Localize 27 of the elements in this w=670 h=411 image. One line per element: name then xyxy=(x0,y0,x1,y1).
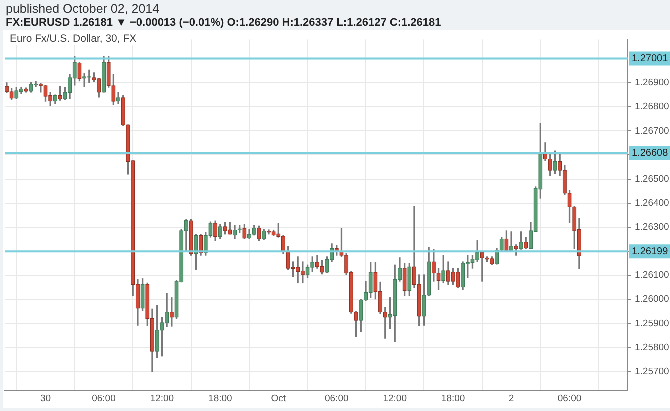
y-tick-label: 1.25900 xyxy=(635,318,670,330)
y-tick-label: 1.26700 xyxy=(635,126,670,137)
y-tick-label: 1.26300 xyxy=(635,222,670,234)
y-tick-label: 1.26500 xyxy=(635,174,670,185)
x-tick-label: Oct xyxy=(271,393,286,404)
y-tick-label: 1.26900 xyxy=(635,78,670,89)
text: published October 02, 2014 xyxy=(6,2,160,16)
x-tick-label: 18:00 xyxy=(441,393,466,404)
x-tick-label: 06:00 xyxy=(558,393,582,404)
x-tick-label: 06:00 xyxy=(324,393,349,404)
ref-line-label: 1.27001 xyxy=(632,53,669,64)
x-tick-label: 12:00 xyxy=(150,393,174,404)
x-tick-label: 06:00 xyxy=(92,393,116,404)
chart-subtitle: FX:EURUSD 1.26181 ▼ −0.00013 (−0.01%) O:1.26290 H:1.26337 L:1.26127 C:1.26181 xyxy=(6,17,442,29)
x-tick-label: 18:00 xyxy=(208,393,232,404)
x-tick-label: 30 xyxy=(40,393,52,404)
y-tick-label: 1.26100 xyxy=(635,270,670,282)
x-tick-label: 12:00 xyxy=(383,393,407,404)
ref-line-label: 1.26199 xyxy=(632,246,669,258)
y-tick-label: 1.25700 xyxy=(635,366,670,378)
ref-line-label: 1.26608 xyxy=(632,148,669,160)
y-tick-label: 1.26800 xyxy=(635,102,670,113)
y-tick-label: 1.26400 xyxy=(635,198,670,209)
chart-title: Euro Fx/U.S. Dollar, 30, FX xyxy=(10,33,137,45)
y-tick-label: 1.26000 xyxy=(635,294,670,306)
x-tick-label: 2 xyxy=(508,393,514,404)
y-tick-label: 1.25800 xyxy=(635,342,670,354)
